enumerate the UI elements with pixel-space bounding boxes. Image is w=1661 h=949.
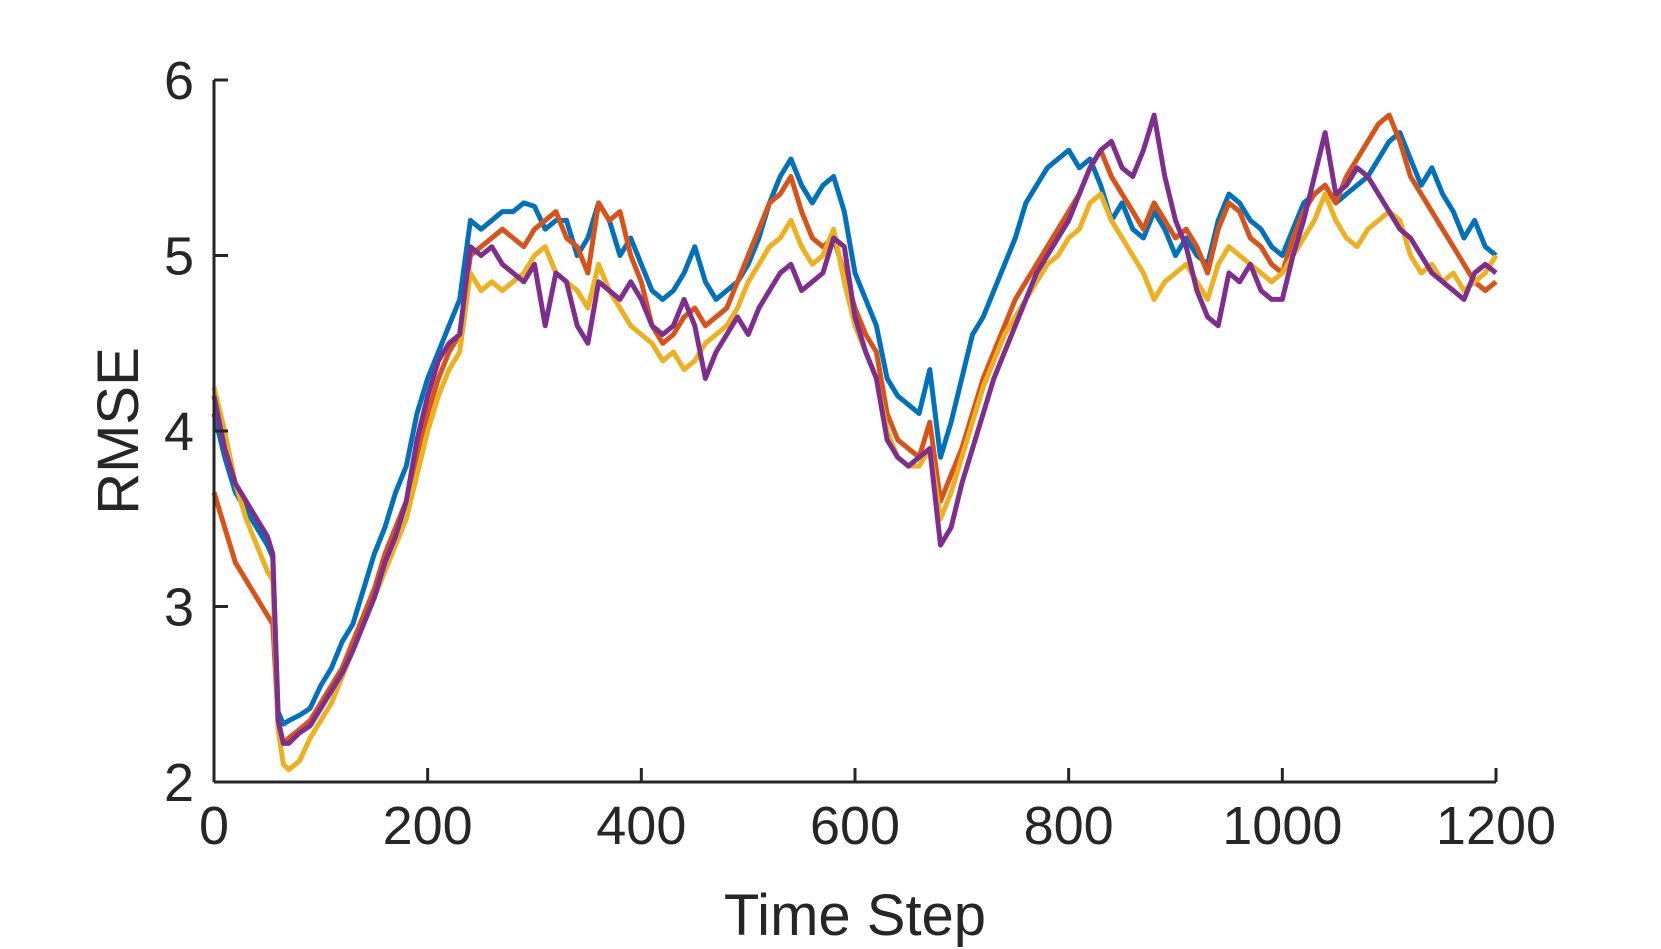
series-line-3	[211, 191, 1499, 773]
series-line-4	[211, 112, 1498, 746]
series-layer	[211, 112, 1499, 773]
x-tick-label: 800	[1024, 796, 1114, 856]
series-line-1	[211, 130, 1498, 727]
x-tick-label: 0	[199, 796, 229, 856]
ticks-layer: 0 200 400 600 800 1000 1200 2 3 4 5 6	[164, 51, 1556, 856]
x-tick-label: 1000	[1222, 796, 1342, 856]
x-tick-label: 600	[810, 796, 900, 856]
y-tick-label: 3	[164, 578, 194, 638]
x-tick-label: 200	[383, 796, 473, 856]
y-axis-label: RMSE	[86, 347, 151, 515]
x-axis-label: Time Step	[724, 883, 986, 948]
series-line-2	[211, 112, 1498, 746]
x-tick-label: 400	[596, 796, 686, 856]
y-tick-label: 5	[164, 227, 194, 287]
y-tick-label: 4	[164, 402, 194, 462]
x-tick-label: 1200	[1436, 796, 1556, 856]
y-tick-label: 2	[164, 753, 194, 813]
axes-layer	[212, 80, 1496, 784]
y-tick-label: 6	[164, 51, 194, 111]
